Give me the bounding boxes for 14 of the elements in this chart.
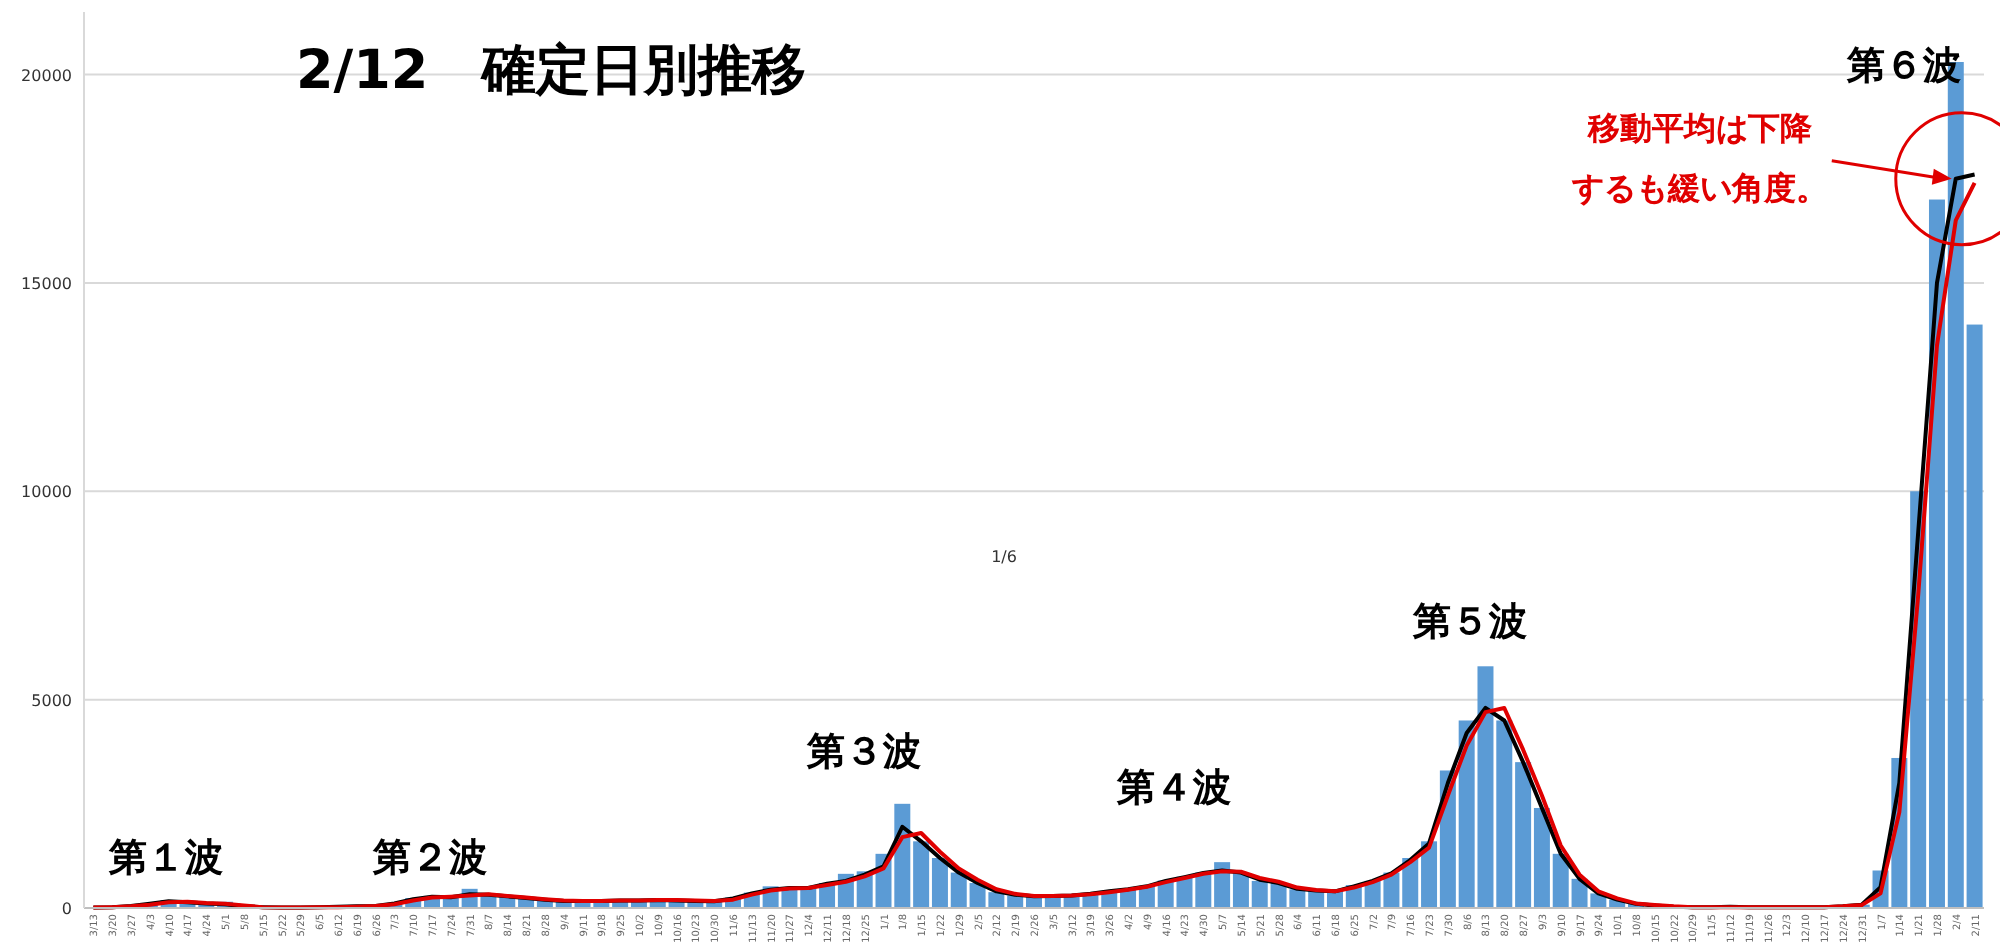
annotation: 第４波 <box>1115 766 1231 810</box>
y-tick-label: 10000 <box>21 483 72 502</box>
annotation: 第１波 <box>107 836 223 880</box>
annotation: 第５波 <box>1411 600 1527 644</box>
y-tick-label: 20000 <box>21 66 72 85</box>
annotation: 第２波 <box>371 836 487 880</box>
y-tick-label: 0 <box>61 900 72 918</box>
annotation: 第３波 <box>805 730 921 774</box>
y-tick-label: 15000 <box>21 274 72 293</box>
text: 2/12 確定日別推移 <box>296 40 807 102</box>
y-tick-label: 5000 <box>31 691 72 710</box>
annotation: 1/6 <box>991 548 1017 566</box>
annotation: 移動平均は下降するも緩い角度。 <box>1569 108 1828 207</box>
annotation: 第６波 <box>1845 44 1961 88</box>
